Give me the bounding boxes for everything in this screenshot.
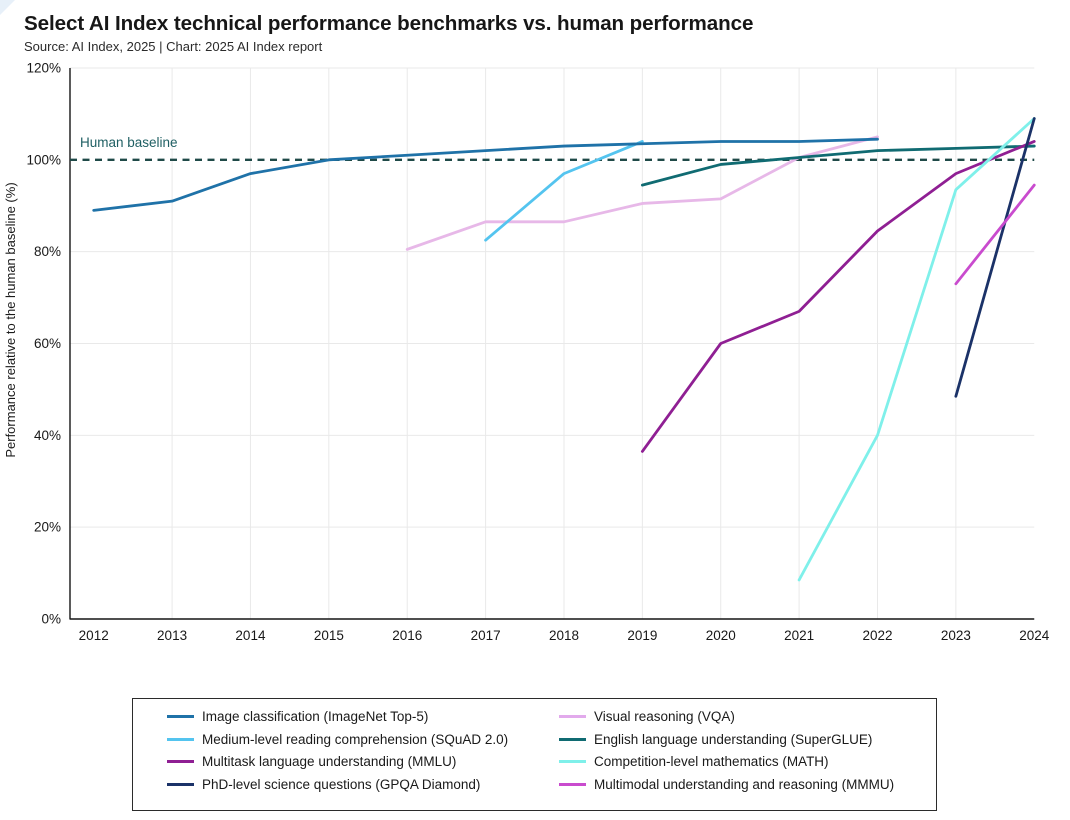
svg-text:100%: 100% xyxy=(26,152,61,167)
svg-text:2023: 2023 xyxy=(941,628,971,643)
svg-text:2015: 2015 xyxy=(314,628,344,643)
svg-text:120%: 120% xyxy=(26,61,61,76)
svg-text:80%: 80% xyxy=(34,244,61,259)
svg-text:2021: 2021 xyxy=(784,628,814,643)
svg-text:20%: 20% xyxy=(34,520,61,535)
svg-text:Human baseline: Human baseline xyxy=(80,135,178,150)
svg-text:2012: 2012 xyxy=(79,628,109,643)
svg-text:2016: 2016 xyxy=(392,628,422,643)
svg-text:40%: 40% xyxy=(34,428,61,443)
svg-text:2017: 2017 xyxy=(471,628,501,643)
svg-text:0%: 0% xyxy=(41,612,61,627)
svg-text:2013: 2013 xyxy=(157,628,187,643)
svg-text:2019: 2019 xyxy=(627,628,657,643)
svg-text:60%: 60% xyxy=(34,336,61,351)
svg-text:2018: 2018 xyxy=(549,628,579,643)
svg-text:2024: 2024 xyxy=(1019,628,1050,643)
svg-text:2014: 2014 xyxy=(235,628,266,643)
svg-text:2022: 2022 xyxy=(862,628,892,643)
svg-text:2020: 2020 xyxy=(706,628,736,643)
